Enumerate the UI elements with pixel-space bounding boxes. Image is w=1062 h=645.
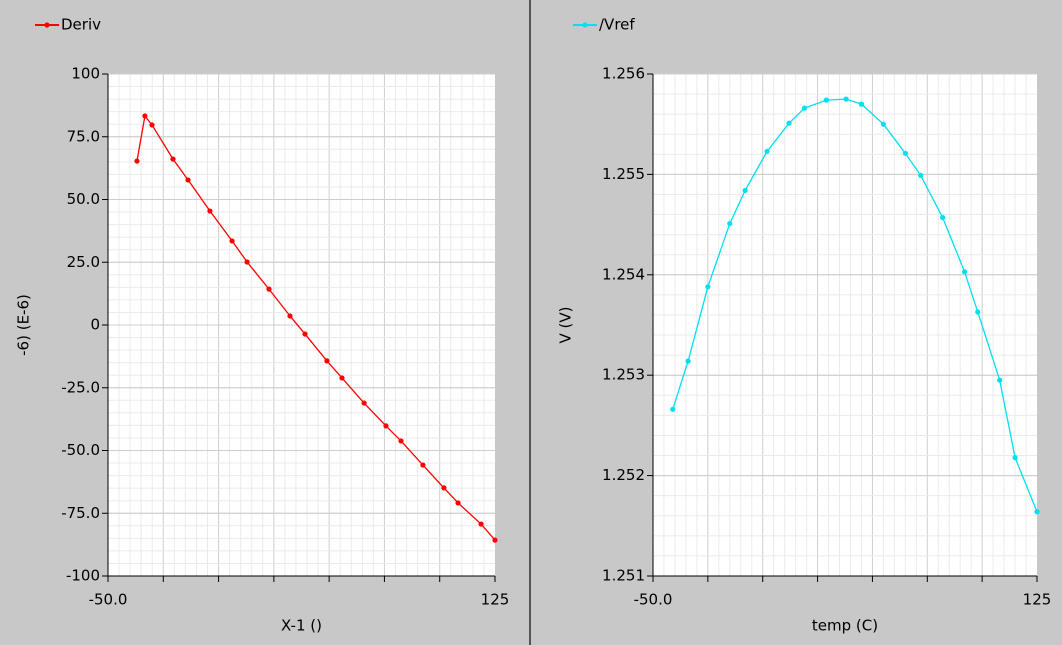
y-tick-label: 1.253 <box>602 366 645 384</box>
data-point <box>185 177 191 183</box>
y-axis-label: V (V) <box>557 307 575 344</box>
y-tick-label: 1.252 <box>602 466 645 484</box>
data-point <box>1012 454 1018 461</box>
y-tick-label: 75.0 <box>67 127 100 145</box>
x-axis-label: X-1 () <box>281 617 322 635</box>
data-point <box>324 358 330 364</box>
data-point <box>149 122 155 128</box>
x-tick-label: -50.0 <box>89 591 128 609</box>
data-point <box>880 121 887 127</box>
data-point <box>302 331 308 337</box>
data-point <box>441 485 447 491</box>
plot-area <box>653 74 1037 576</box>
y-axis-label: -6) (E-6) <box>15 294 33 356</box>
x-tick-label: -50.0 <box>634 591 673 609</box>
x-tick-label: 125 <box>481 591 510 609</box>
y-tick-label: 50.0 <box>67 190 100 208</box>
x-axis-label: temp (C) <box>812 617 878 635</box>
data-point <box>287 313 293 319</box>
data-point <box>142 113 148 119</box>
legend-label: /Vref <box>599 16 635 34</box>
data-point <box>940 214 946 221</box>
data-point <box>383 423 389 429</box>
data-point <box>786 120 792 126</box>
data-point <box>207 208 213 214</box>
data-point <box>997 377 1003 383</box>
data-point <box>727 220 733 227</box>
data-point <box>902 150 908 156</box>
y-tick-label: 1.255 <box>602 165 645 183</box>
y-tick-label: 100 <box>71 65 100 83</box>
data-point <box>685 358 691 364</box>
y-tick-label: 1.256 <box>602 65 645 83</box>
data-point <box>670 406 676 412</box>
data-point <box>705 284 711 290</box>
data-point <box>478 521 484 527</box>
series-line <box>672 98 1038 512</box>
y-tick-label: 1.251 <box>602 567 645 585</box>
data-point <box>398 438 404 444</box>
y-tick-label: -50.0 <box>61 441 100 459</box>
y-tick-label: 0 <box>90 316 100 334</box>
y-tick-label: 1.254 <box>602 265 645 283</box>
data-point <box>975 309 981 315</box>
data-point <box>266 286 272 292</box>
legend-marker <box>582 22 588 28</box>
data-point <box>961 269 968 275</box>
data-point <box>801 105 808 111</box>
y-tick-label: -75.0 <box>61 504 100 522</box>
y-tick-label: -100 <box>66 567 100 585</box>
data-point <box>742 187 748 194</box>
y-tick-label: -25.0 <box>61 378 100 396</box>
data-point <box>229 238 235 244</box>
data-point <box>858 101 865 107</box>
data-point <box>244 259 250 265</box>
data-point <box>361 400 367 406</box>
data-point <box>823 97 829 103</box>
data-point <box>764 148 770 154</box>
data-point <box>339 375 345 381</box>
y-tick-label: 25.0 <box>67 253 100 271</box>
data-point <box>1034 509 1040 515</box>
x-tick-label: 125 <box>1023 591 1052 609</box>
data-point <box>492 537 498 543</box>
data-point <box>420 462 426 468</box>
data-point <box>843 96 849 102</box>
legend-label: Deriv <box>61 16 101 34</box>
data-point <box>918 172 924 179</box>
data-point <box>455 500 461 506</box>
data-point <box>134 158 140 164</box>
legend-marker <box>44 22 50 28</box>
data-point <box>170 156 176 162</box>
